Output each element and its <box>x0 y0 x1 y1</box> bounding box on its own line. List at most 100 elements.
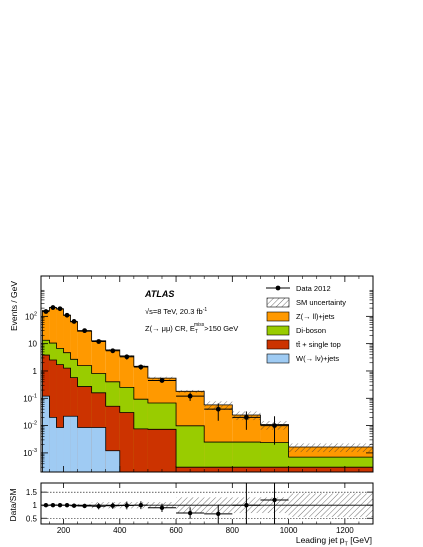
data-marker <box>96 339 102 344</box>
legend-diboson: Di-boson <box>266 325 326 336</box>
data-point <box>232 411 261 430</box>
bar <box>56 427 64 472</box>
legend-top: tt̄ + single top <box>266 339 341 350</box>
data-marker <box>43 309 49 314</box>
data-point <box>176 392 205 401</box>
ratio-marker <box>187 510 193 516</box>
ratio-point <box>70 503 78 508</box>
ratio-marker <box>50 502 56 508</box>
legend-data-label: Data 2012 <box>296 284 331 293</box>
data-point <box>260 416 289 445</box>
data-marker <box>187 393 193 399</box>
bar <box>105 450 120 472</box>
bar <box>63 416 71 472</box>
ratio-point <box>77 503 92 509</box>
data-point <box>147 378 177 383</box>
data-point <box>91 339 106 344</box>
ratio-point <box>204 504 233 523</box>
legend-wjets: W(→ lν)+jets <box>266 353 339 364</box>
main-plot-panel: 10-3 10-2 10-1 1 10 102 <box>23 275 374 473</box>
data-marker <box>71 319 77 324</box>
main-axis-ticks: 10-3 10-2 10-1 1 10 102 <box>23 276 374 473</box>
bar <box>49 360 57 472</box>
bar <box>56 364 64 472</box>
legend-uncertainty-label: SM uncertainty <box>296 298 346 307</box>
data-marker <box>57 306 63 312</box>
bar <box>77 427 92 472</box>
y-tick-label: 10-2 <box>23 421 37 431</box>
ratio-reference-lines <box>41 491 373 519</box>
x-tick-label: 1000 <box>280 526 298 535</box>
ratio-marker <box>216 511 221 517</box>
ratio-frame <box>40 482 374 525</box>
ratio-point <box>105 502 120 509</box>
ratio-point <box>232 483 261 524</box>
bar <box>91 427 106 472</box>
data-point <box>70 319 78 324</box>
legend-wjets-label: W(→ lν)+jets <box>296 354 339 363</box>
data-point <box>42 309 50 314</box>
region-label: Z(→ μμ) CR, ETmiss>150 GeV <box>145 322 238 335</box>
ratio-y-tick-label: 1.5 <box>26 488 38 497</box>
bar <box>147 429 177 472</box>
data-marker <box>64 312 70 318</box>
ratio-marker <box>272 497 277 503</box>
bar <box>133 428 148 472</box>
data-points <box>42 305 289 445</box>
ratio-marker <box>57 502 63 508</box>
ratio-y-tick-label: 1 <box>33 501 38 510</box>
y-tick-label: 102 <box>25 311 37 321</box>
data-point <box>49 305 57 310</box>
ratio-point <box>260 483 289 524</box>
data-point <box>56 306 64 312</box>
ratio-marker <box>64 502 70 508</box>
ratio-point <box>147 503 177 512</box>
legend-diboson-label: Di-boson <box>296 326 326 335</box>
data-point <box>119 354 134 360</box>
data-marker <box>159 378 165 383</box>
data-point <box>204 403 233 421</box>
bar <box>49 417 57 472</box>
x-axis-label: Leading jet pT [GeV] <box>296 535 372 547</box>
bar <box>70 416 78 472</box>
data-point <box>105 348 120 354</box>
data-marker <box>124 354 130 360</box>
legend-zjets: Z(→ ll)+jets <box>266 311 335 322</box>
data-point <box>63 312 71 318</box>
bar <box>42 396 50 472</box>
bar <box>176 425 205 472</box>
x-tick-label: 800 <box>226 526 240 535</box>
bar <box>119 412 134 472</box>
atlas-label: ATLAS <box>144 289 174 299</box>
x-tick-label: 200 <box>57 526 71 535</box>
data-marker <box>215 406 221 412</box>
stacked-histograms <box>42 307 374 473</box>
x-tick-label: 1200 <box>336 526 354 535</box>
ratio-points <box>42 483 289 524</box>
legend-top-label: tt̄ + single top <box>296 340 341 349</box>
ratio-point <box>63 502 71 508</box>
x-tick-label: 600 <box>169 526 183 535</box>
ratio-marker <box>110 503 115 508</box>
main-frame <box>40 275 374 473</box>
legend-uncertainty: SM uncertainty <box>266 297 346 308</box>
data-marker <box>138 364 144 370</box>
data-point <box>133 364 148 370</box>
y-tick-label: 10 <box>28 340 37 349</box>
legend: Data 2012 SM uncertainty Z(→ ll)+jets Di… <box>266 284 346 364</box>
main-y-axis-label: Events / GeV <box>9 281 19 331</box>
data-point <box>77 328 92 334</box>
ratio-point <box>133 501 148 510</box>
ratio-axis-ticks: 200 400 600 800 1000 1200 0.5 1 1.5 <box>26 483 374 535</box>
series-outline <box>42 354 374 472</box>
ratio-y-axis-label: Data/SM <box>8 488 18 521</box>
ratio-point <box>91 503 106 510</box>
uncertainty-bin <box>288 443 373 453</box>
series-wjets <box>42 395 373 473</box>
ratio-y-tick-label: 0.5 <box>26 514 38 523</box>
uncertainty-bin <box>176 389 205 393</box>
data-marker <box>110 348 116 354</box>
series-outline <box>42 339 374 472</box>
ratio-point <box>119 501 134 510</box>
